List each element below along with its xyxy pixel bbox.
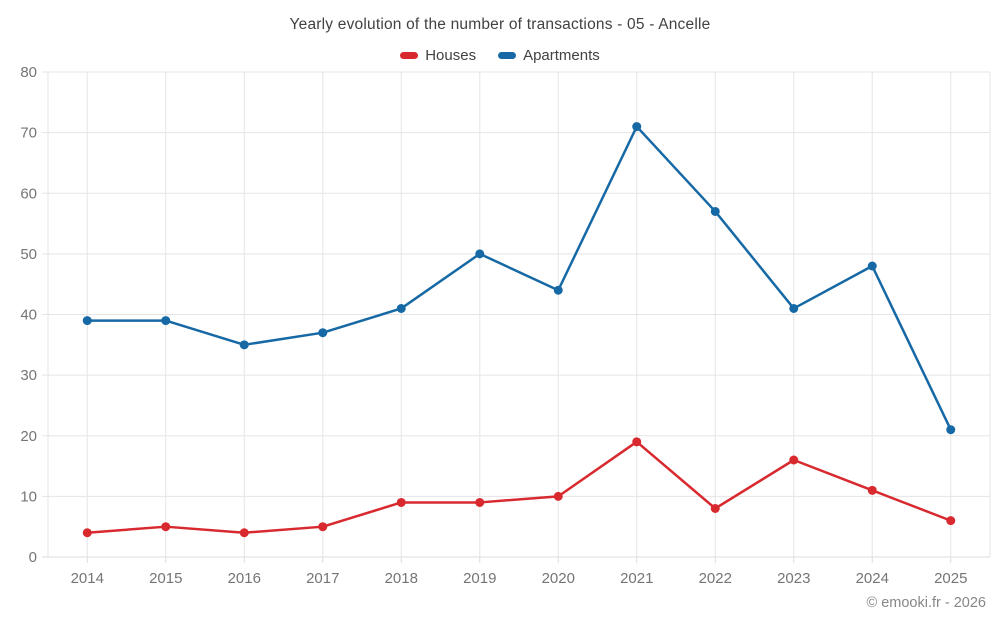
data-point-houses-2025[interactable] (946, 516, 956, 526)
chart-title: Yearly evolution of the number of transa… (289, 16, 711, 33)
x-tick-label-2023: 2023 (777, 570, 810, 587)
data-point-apartments-2019[interactable] (475, 249, 485, 259)
y-tick-label-50: 50 (20, 246, 37, 263)
x-tick-label-2018: 2018 (385, 570, 418, 587)
chart-legend: Houses Apartments (0, 47, 1000, 64)
data-point-apartments-2016[interactable] (239, 340, 249, 350)
data-point-apartments-2023[interactable] (789, 303, 799, 313)
data-point-houses-2024[interactable] (867, 485, 877, 495)
data-point-houses-2017[interactable] (318, 522, 328, 532)
data-point-houses-2020[interactable] (553, 491, 563, 501)
houses-legend-swatch-icon (400, 52, 419, 59)
x-tick-label-2024: 2024 (856, 570, 889, 587)
series-line-apartments (86, 125, 952, 431)
data-point-apartments-2015[interactable] (161, 316, 171, 326)
data-point-apartments-2017[interactable] (318, 328, 328, 338)
y-tick-label-20: 20 (20, 428, 37, 445)
x-tick-label-2015: 2015 (149, 570, 182, 587)
y-tick-label-60: 60 (20, 185, 37, 202)
data-point-apartments-2018[interactable] (396, 303, 406, 313)
apartments-legend-swatch-icon (498, 52, 517, 59)
y-tick-label-10: 10 (20, 488, 37, 505)
data-point-houses-2015[interactable] (161, 522, 171, 532)
data-point-houses-2019[interactable] (475, 497, 485, 507)
data-point-houses-2022[interactable] (710, 504, 720, 513)
y-tick-label-80: 80 (20, 64, 37, 81)
y-tick-label-70: 70 (20, 125, 37, 142)
series-line-houses (86, 440, 952, 534)
y-tick-label-40: 40 (20, 307, 37, 324)
legend-item-apartments[interactable]: Apartments (498, 47, 600, 64)
legend-label-houses: Houses (425, 47, 477, 64)
copyright-text: © emooki.fr - 2026 (866, 595, 986, 611)
data-point-apartments-2021[interactable] (632, 122, 642, 132)
data-point-houses-2018[interactable] (396, 497, 406, 507)
data-point-apartments-2024[interactable] (867, 261, 877, 271)
data-point-apartments-2014[interactable] (82, 316, 92, 326)
data-point-houses-2014[interactable] (82, 528, 92, 538)
x-tick-label-2021: 2021 (620, 570, 653, 587)
x-tick-label-2014: 2014 (71, 570, 104, 587)
x-tick-label-2022: 2022 (699, 570, 732, 587)
x-tick-label-2017: 2017 (306, 570, 339, 587)
y-tick-label-0: 0 (29, 549, 37, 566)
data-point-houses-2021[interactable] (632, 437, 642, 447)
data-point-houses-2023[interactable] (789, 455, 799, 465)
x-tick-label-2020: 2020 (542, 570, 575, 587)
data-point-apartments-2025[interactable] (946, 425, 956, 435)
data-point-apartments-2022[interactable] (710, 206, 720, 216)
x-tick-label-2016: 2016 (228, 570, 261, 587)
x-tick-label-2019: 2019 (463, 570, 496, 587)
x-tick-label-2025: 2025 (934, 570, 967, 587)
data-point-houses-2016[interactable] (239, 528, 249, 538)
y-tick-label-30: 30 (20, 367, 37, 384)
legend-label-apartments: Apartments (523, 47, 600, 64)
data-point-apartments-2020[interactable] (553, 285, 563, 295)
legend-item-houses[interactable]: Houses (400, 47, 476, 64)
